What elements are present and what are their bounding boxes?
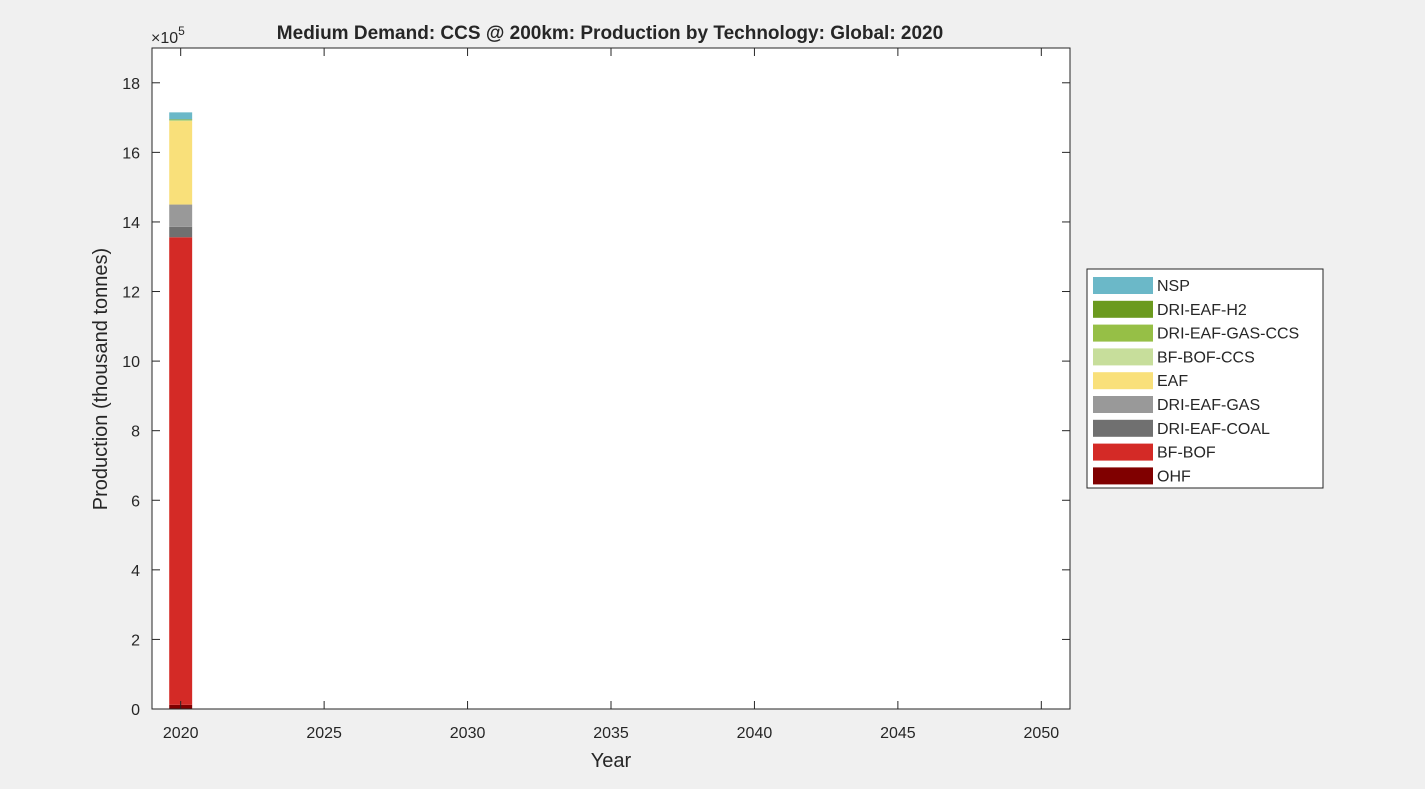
x-tick-label: 2030 [450,725,486,742]
legend-label-bf-bof: BF-BOF [1157,445,1216,462]
legend-swatch-eaf [1093,372,1153,390]
y-axis-label: Production (thousand tonnes) [90,248,112,510]
legend-swatch-nsp [1093,277,1153,294]
y-tick-label: 16 [122,145,140,162]
y-tick-label: 0 [131,702,140,719]
bar-eaf-2020 [169,121,193,205]
y-tick-label: 2 [131,632,140,649]
x-tick-label: 2050 [1024,725,1060,742]
legend-label-eaf: EAF [1157,373,1188,390]
legend-label-ohf: OHF [1157,468,1191,485]
bar-dri-eaf-coal-2020 [169,226,193,238]
legend-label-nsp: NSP [1157,278,1190,295]
legend-swatch-dri-eaf-h2 [1093,300,1153,318]
x-tick-label: 2040 [737,725,773,742]
legend-swatch-bf-bof [1093,443,1153,461]
bar-bf-bof-2020 [169,237,193,705]
y-tick-label: 6 [131,493,140,510]
bar-dri-eaf-gas-2020 [169,204,193,227]
x-tick-label: 2025 [306,725,342,742]
legend-swatch-ohf [1093,467,1153,485]
legend: NSP DRI-EAF-H2 DRI-EAF-GAS-CCS BF-BOF-CCS EA… [1086,268,1324,489]
legend-swatch-bf-bof-ccs [1093,348,1153,366]
x-tick-label: 2045 [880,725,916,742]
bars-group [169,112,193,709]
y-tick-label: 18 [122,76,140,93]
bar-bf-bof-ccs-2020 [169,120,193,122]
bar-nsp-2020 [169,112,193,120]
x-tick-label: 2035 [593,725,629,742]
plot-frame [151,47,1071,710]
legend-label-bf-bof-ccs: BF-BOF-CCS [1157,349,1255,366]
bar-dri-eaf-gas-ccs-2020 [169,119,193,121]
y-tick-label: 12 [122,285,140,302]
legend-label-dri-eaf-gas-ccs: DRI-EAF-GAS-CCS [1157,326,1299,343]
legend-swatch-dri-eaf-gas [1093,396,1153,413]
legend-label-dri-eaf-h2: DRI-EAF-H2 [1157,302,1247,319]
y-tick-label: 8 [131,424,140,441]
y-tick-label: 4 [131,563,140,580]
y-tick-label: 14 [122,215,140,232]
ticks-group: 2020 2025 2030 2035 2040 2045 2050 0 2 4 6 8 10 12 14 1… [122,48,1070,742]
bar-dri-eaf-h2-2020 [169,119,193,120]
legend-label-dri-eaf-gas: DRI-EAF-GAS [1157,397,1260,414]
chart-title: Medium Demand: CCS @ 200km: Production b… [277,23,943,44]
legend-swatch-dri-eaf-gas-ccs [1093,324,1153,342]
x-axis-label: Year [591,750,632,772]
y-tick-label: 10 [122,354,140,371]
y-exponent-label: ×105 [151,24,185,47]
legend-swatch-dri-eaf-coal [1093,419,1153,437]
plot-area [152,48,1070,709]
legend-label-dri-eaf-coal: DRI-EAF-COAL [1157,421,1270,438]
x-tick-label: 2020 [163,725,199,742]
